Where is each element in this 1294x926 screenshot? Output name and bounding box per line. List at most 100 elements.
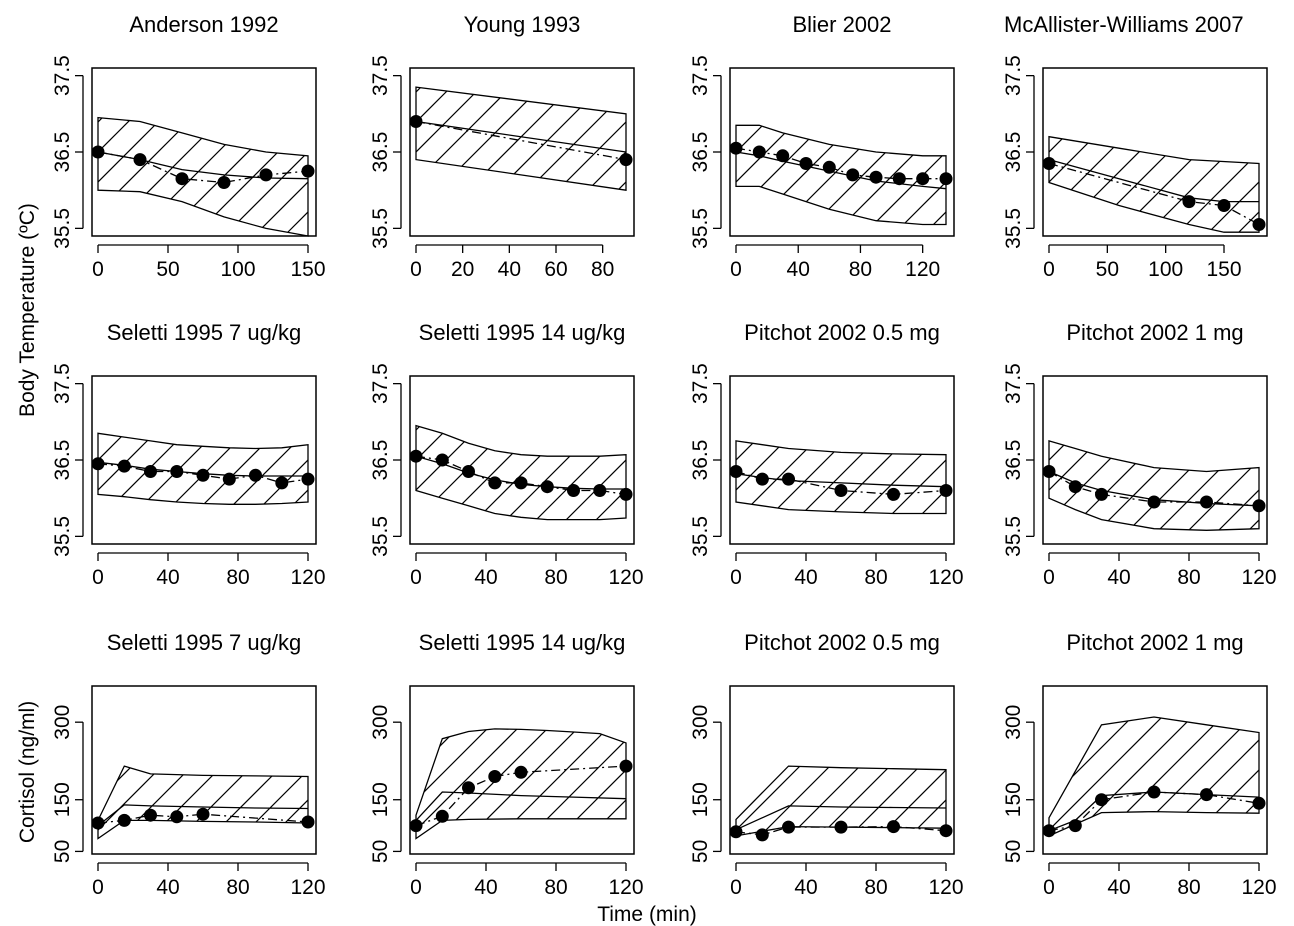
observed-point	[275, 476, 289, 490]
x-tick-label: 0	[410, 566, 422, 589]
observed-point	[1200, 788, 1213, 802]
observed-point	[782, 820, 795, 834]
hatch-line	[571, 425, 626, 520]
x-tick-label: 120	[905, 258, 940, 281]
plot-frame	[409, 685, 635, 855]
y-tick-label: 35.5	[51, 516, 74, 557]
plot-frame	[729, 685, 955, 855]
model-fit-line	[415, 120, 627, 153]
x-tick-label: 0	[92, 876, 104, 899]
observed-point	[939, 172, 953, 186]
x-tick-label: 40	[1107, 876, 1130, 899]
y-axis: 50 150 300	[369, 705, 402, 863]
chart-panel: Seletti 1995 14 ug/kg 0 40 80 120 50 150 300	[369, 630, 644, 899]
plot-frame	[1042, 685, 1268, 855]
plot-frame	[91, 375, 317, 545]
y-tick-label: 36.5	[369, 132, 392, 173]
prediction-band	[415, 728, 627, 840]
prediction-band	[1048, 135, 1260, 233]
plot-frame	[91, 67, 317, 237]
hatch-line	[1102, 376, 1270, 544]
hatch-line	[1049, 136, 1074, 233]
observed-point	[1252, 218, 1266, 231]
hatch-line	[1084, 717, 1254, 836]
chart-panel: Pitchot 2002 0.5 mg 0 40 80 120 35.5 36.5 37.5	[689, 320, 1270, 589]
hatch-line	[1012, 376, 1180, 544]
x-axis: 0 40 80 120	[1043, 552, 1277, 589]
hatch-line	[103, 117, 273, 236]
hatch-line	[1204, 136, 1259, 233]
x-axis: 0 40 80 120	[1043, 862, 1277, 899]
hatch-line	[1042, 68, 1210, 236]
hatch-line	[736, 766, 881, 836]
observed-point	[175, 172, 189, 186]
hatch-line	[541, 425, 626, 520]
hatch-line	[98, 433, 213, 505]
observed-point	[133, 153, 147, 167]
hatch-line	[451, 87, 621, 191]
hatch-line	[601, 425, 626, 520]
chart-panel: Blier 2002 0 40 80 120 35.5 36.5 37.5	[689, 12, 1270, 281]
observed-point	[834, 484, 848, 497]
hatch-line	[1049, 440, 1074, 531]
y-axis: 35.5 36.5 37.5	[51, 55, 84, 249]
hatch-line	[741, 125, 911, 225]
y-tick-label: 35.5	[51, 208, 74, 249]
observed-point	[755, 828, 769, 842]
y-tick-label: 36.5	[689, 132, 712, 173]
x-tick-label: 0	[730, 258, 742, 281]
hatch-line	[404, 68, 572, 236]
x-tick-label: 150	[290, 258, 325, 281]
y-tick-label: 37.5	[689, 363, 712, 404]
observed-point	[729, 825, 743, 839]
chart-panel: Pitchot 2002 1 mg 0 40 80 120 50 150 300	[1002, 630, 1277, 899]
hatch-line	[451, 728, 621, 839]
observed-point	[1095, 793, 1108, 807]
hatch-line	[1174, 717, 1259, 836]
hatch-line	[1084, 440, 1254, 531]
x-tick-label: 0	[1043, 566, 1055, 589]
hatch-line	[1054, 440, 1224, 531]
x-tick-label: 120	[928, 566, 963, 589]
band-hatching	[1049, 136, 1259, 233]
observed-point	[514, 476, 528, 490]
y-axis: 50 150 300	[51, 705, 84, 863]
model-fit-line	[97, 804, 309, 827]
x-axis: 0 40 80 120	[92, 862, 326, 899]
hatch-line	[771, 766, 941, 836]
hatch-line	[1072, 686, 1240, 854]
hatch-line	[193, 766, 308, 839]
observed-point	[117, 813, 131, 827]
y-tick-label: 37.5	[369, 363, 392, 404]
hatch-line	[771, 440, 941, 514]
observed-point	[776, 149, 790, 163]
hatch-line	[103, 766, 273, 839]
ylabel-temperature: Body Temperature (ºC)	[16, 203, 39, 417]
hatch-line	[662, 68, 830, 236]
hatch-line	[223, 117, 308, 236]
hatch-line	[601, 87, 626, 191]
observed-point	[1182, 195, 1196, 209]
observed-point	[1252, 499, 1266, 513]
observed-point	[1095, 487, 1108, 501]
observed-point	[822, 160, 836, 174]
band-hatching	[98, 433, 308, 505]
observed-point	[91, 145, 105, 159]
chart-panel: Seletti 1995 7 ug/kg 0 40 80 120 50 150 300	[51, 630, 326, 899]
hatch-line	[1012, 68, 1180, 236]
y-axis: 35.5 36.5 37.5	[369, 55, 402, 249]
y-tick-label: 35.5	[369, 208, 392, 249]
x-axis: 0 50 100 150	[1043, 244, 1242, 281]
y-axis: 50 150 300	[1002, 705, 1035, 863]
x-tick-label: 0	[1043, 258, 1055, 281]
y-axis: 35.5 36.5 37.5	[689, 363, 722, 557]
observed-point	[939, 824, 953, 838]
hatch-line	[1114, 717, 1259, 836]
plot-frame	[1042, 67, 1268, 237]
x-tick-label: 80	[1177, 566, 1200, 589]
hatch-line	[1102, 68, 1270, 236]
hatch-line	[193, 117, 308, 236]
x-tick-label: 80	[591, 258, 614, 281]
prediction-band	[97, 116, 309, 237]
y-axis: 35.5 36.5 37.5	[1002, 363, 1035, 557]
